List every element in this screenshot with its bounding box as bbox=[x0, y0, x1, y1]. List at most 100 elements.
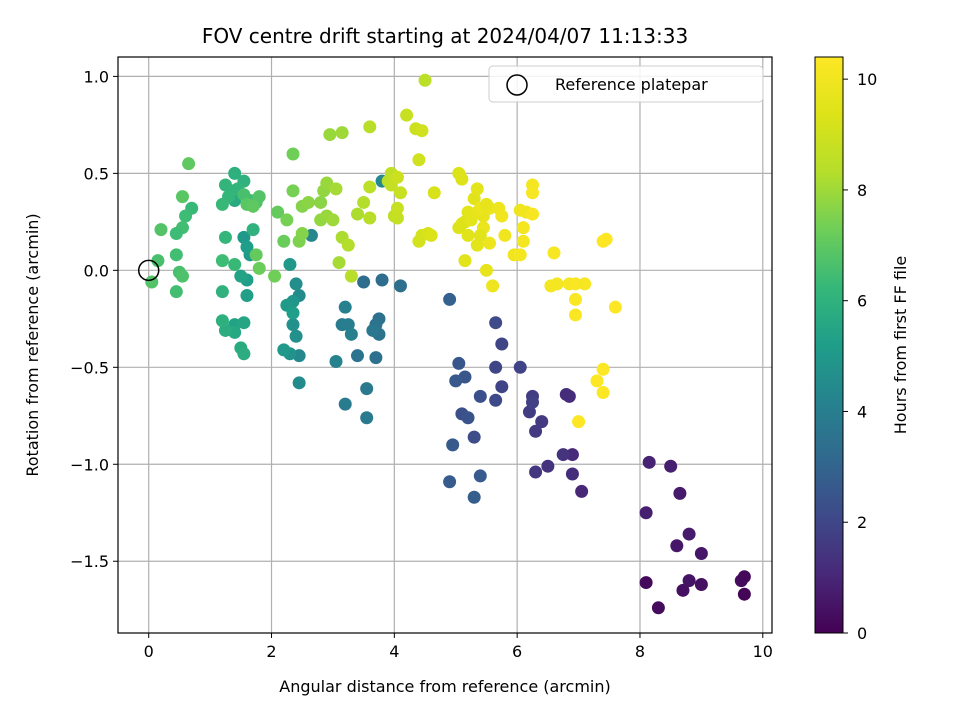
data-point bbox=[363, 211, 377, 225]
data-point bbox=[578, 277, 592, 291]
data-point bbox=[218, 178, 232, 192]
data-point bbox=[390, 201, 404, 215]
data-point bbox=[694, 546, 708, 560]
data-point bbox=[400, 108, 414, 122]
x-tick-label: 4 bbox=[389, 642, 399, 661]
colorbar: 0 2 4 6 8 10 Hours from first FF file bbox=[814, 56, 910, 643]
data-point bbox=[547, 246, 561, 260]
legend-label: Reference platepar bbox=[555, 75, 708, 94]
data-point bbox=[314, 195, 328, 209]
data-point bbox=[568, 277, 582, 291]
data-point bbox=[467, 430, 481, 444]
data-point bbox=[513, 248, 527, 262]
x-tick-label: 0 bbox=[144, 642, 154, 661]
colorbar-gradient bbox=[814, 56, 844, 634]
data-point bbox=[737, 587, 751, 601]
data-point bbox=[443, 475, 457, 489]
data-point bbox=[486, 279, 500, 293]
colorbar-tick-label: 2 bbox=[857, 513, 867, 532]
data-point bbox=[575, 484, 589, 498]
data-point bbox=[516, 221, 530, 235]
data-point bbox=[541, 459, 555, 473]
data-point bbox=[427, 186, 441, 200]
reference-platepar-marker bbox=[137, 259, 160, 282]
x-tick-label: 2 bbox=[266, 642, 276, 661]
data-point bbox=[286, 184, 300, 198]
data-point bbox=[360, 382, 374, 396]
data-point bbox=[323, 128, 337, 142]
data-point bbox=[651, 601, 665, 615]
colorbar-tick-label: 10 bbox=[857, 70, 877, 89]
data-point bbox=[277, 234, 291, 248]
data-point bbox=[357, 195, 371, 209]
data-point bbox=[366, 323, 380, 337]
data-point bbox=[228, 166, 242, 180]
legend: Reference platepar bbox=[488, 65, 764, 103]
data-point bbox=[332, 256, 346, 270]
data-point bbox=[489, 316, 503, 330]
data-point bbox=[526, 207, 540, 221]
data-point bbox=[175, 269, 189, 283]
data-point bbox=[237, 347, 251, 361]
data-point bbox=[418, 73, 432, 87]
colorbar-tick-label: 8 bbox=[857, 181, 867, 200]
data-point bbox=[286, 318, 300, 332]
data-point bbox=[495, 209, 509, 223]
plot-background bbox=[118, 57, 772, 633]
data-point bbox=[513, 360, 527, 374]
data-point bbox=[169, 285, 183, 299]
data-point bbox=[694, 578, 708, 592]
data-point bbox=[516, 234, 530, 248]
data-point bbox=[338, 300, 352, 314]
data-point bbox=[412, 153, 426, 167]
data-point bbox=[215, 285, 229, 299]
data-point bbox=[350, 349, 364, 363]
data-point bbox=[642, 455, 656, 469]
data-point bbox=[458, 254, 472, 268]
data-point bbox=[390, 170, 404, 184]
data-point bbox=[596, 362, 610, 376]
data-point bbox=[470, 182, 484, 196]
data-point bbox=[292, 376, 306, 390]
data-point bbox=[424, 228, 438, 242]
data-point bbox=[375, 273, 389, 287]
data-point bbox=[268, 269, 282, 283]
data-point bbox=[529, 424, 543, 438]
data-point bbox=[338, 397, 352, 411]
data-point bbox=[461, 228, 475, 242]
data-point bbox=[599, 232, 613, 246]
y-tick-label: −0.5 bbox=[70, 358, 109, 377]
data-point bbox=[415, 124, 429, 138]
data-point bbox=[489, 393, 503, 407]
data-point bbox=[344, 269, 358, 283]
data-point bbox=[550, 277, 564, 291]
data-point bbox=[289, 329, 303, 343]
data-point bbox=[473, 228, 487, 242]
data-point bbox=[529, 465, 543, 479]
data-point bbox=[154, 223, 168, 237]
data-point bbox=[277, 343, 291, 357]
data-point bbox=[443, 292, 457, 306]
data-point bbox=[218, 230, 232, 244]
data-point bbox=[664, 459, 678, 473]
legend-box bbox=[488, 65, 764, 103]
data-point bbox=[526, 186, 540, 200]
data-point bbox=[360, 411, 374, 425]
data-point bbox=[344, 327, 358, 341]
data-point bbox=[489, 360, 503, 374]
data-point bbox=[639, 576, 653, 590]
data-point bbox=[596, 386, 610, 400]
data-point bbox=[682, 574, 696, 588]
colorbar-tick-label: 4 bbox=[857, 402, 867, 421]
data-points bbox=[145, 73, 751, 615]
data-point bbox=[169, 248, 183, 262]
data-point bbox=[670, 539, 684, 553]
data-point bbox=[393, 279, 407, 293]
data-point bbox=[737, 570, 751, 584]
data-point bbox=[455, 172, 469, 186]
data-point bbox=[390, 211, 404, 225]
data-point bbox=[479, 263, 493, 277]
data-point bbox=[329, 182, 343, 196]
data-point bbox=[252, 190, 266, 204]
